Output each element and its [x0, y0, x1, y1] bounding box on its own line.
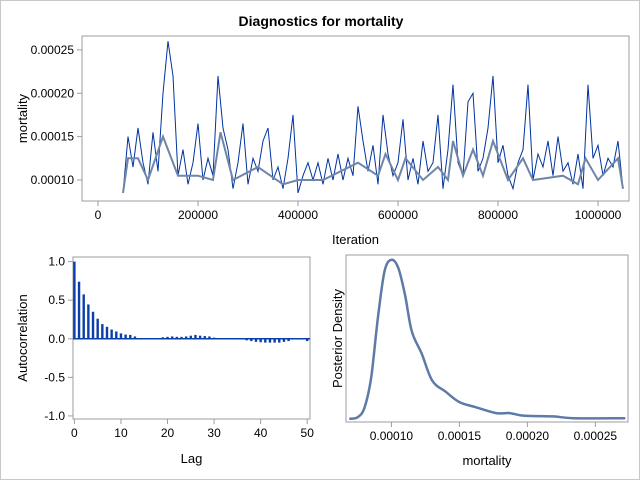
- x-tick-label: 20: [161, 426, 175, 440]
- x-tick-label: 200000: [178, 208, 218, 222]
- autocorrelation-panel: 0 10 20 30 40 50 1.0 0.5 0.0 -0.5 -1.0 Lag Autocorre…: [15, 255, 314, 466]
- smoothed-trace-line: [122, 132, 624, 194]
- acf-bar: [87, 304, 90, 339]
- acf-bar: [198, 335, 202, 339]
- x-axis-label: Iteration: [332, 232, 379, 247]
- acf-bar: [250, 338, 253, 342]
- y-tick-label: 0.00025: [31, 43, 75, 57]
- acf-bar: [77, 281, 81, 339]
- figure-title: Diagnostics for mortality: [239, 13, 404, 29]
- y-tick-label: 0.00020: [31, 86, 75, 100]
- x-tick-label: 0.00020: [506, 429, 550, 443]
- y-axis-label: mortality: [15, 93, 30, 143]
- acf-bar: [73, 261, 76, 339]
- acf-bar: [264, 338, 267, 343]
- y-tick-label: -0.5: [44, 370, 65, 384]
- acf-bar: [115, 331, 118, 339]
- acf-bar: [189, 335, 193, 339]
- x-axis-label: mortality: [462, 453, 512, 468]
- acf-bar: [208, 336, 211, 339]
- x-tick-label: 0.00025: [574, 429, 618, 443]
- acf-bar: [254, 338, 258, 342]
- acf-bar: [96, 318, 99, 339]
- plot-frame: [81, 35, 630, 202]
- acf-bar: [180, 336, 183, 339]
- acf-bar: [175, 336, 179, 339]
- acf-bar: [119, 333, 123, 339]
- x-tick-label: 0: [71, 426, 78, 440]
- x-tick-label: 50: [301, 426, 315, 440]
- y-tick-label: 0.5: [48, 293, 65, 307]
- y-tick-label: 0.00015: [31, 130, 75, 144]
- trace-panel: 0 200000 400000 600000 800000 1000000 0.00010 0…: [15, 35, 630, 247]
- acf-bar: [287, 338, 290, 342]
- acf-bar: [129, 334, 132, 339]
- x-tick-label: 0.00010: [370, 429, 414, 443]
- y-tick-label: 1.0: [48, 255, 65, 269]
- density-panel: 0.00010 0.00015 0.00020 0.00025 mortality Pos…: [330, 254, 629, 468]
- acf-bar: [170, 336, 174, 339]
- y-tick-label: 0.00010: [31, 173, 75, 187]
- acf-bar: [245, 338, 248, 341]
- plot-frame: [72, 256, 311, 420]
- y-tick-label: 0.0: [48, 332, 65, 346]
- trace-line: [122, 41, 624, 194]
- acf-bar: [278, 338, 281, 343]
- acf-bar: [273, 338, 276, 343]
- x-tick-label: 30: [207, 426, 221, 440]
- x-tick-label: 600000: [378, 208, 418, 222]
- acf-bar: [203, 336, 206, 339]
- acf-bar: [282, 338, 286, 342]
- x-axis-label: Lag: [181, 451, 203, 466]
- acf-bar: [268, 338, 272, 343]
- acf-bar: [91, 311, 95, 339]
- acf-bar: [124, 334, 127, 339]
- acf-bar: [101, 324, 104, 339]
- x-tick-label: 800000: [478, 208, 518, 222]
- x-tick-label: 1000000: [575, 208, 622, 222]
- acf-bar: [306, 338, 309, 342]
- x-tick-label: 0: [95, 208, 102, 222]
- acf-bar: [105, 326, 109, 339]
- acf-bar: [259, 338, 262, 343]
- acf-bar: [184, 336, 188, 339]
- x-tick-label: 0.00015: [438, 429, 482, 443]
- y-axis-label: Posterior Density: [330, 289, 345, 388]
- y-tick-label: -1.0: [44, 409, 65, 423]
- acf-bar: [161, 337, 165, 339]
- plot-frame: [345, 254, 629, 423]
- y-axis-label: Autocorrelation: [15, 294, 30, 381]
- x-tick-label: 40: [254, 426, 268, 440]
- x-tick-label: 400000: [278, 208, 318, 222]
- acf-bar: [110, 329, 113, 339]
- acf-bar: [82, 294, 85, 339]
- acf-bar: [133, 336, 137, 339]
- acf-bar: [194, 334, 197, 339]
- density-curve: [349, 258, 626, 421]
- acf-bar: [166, 336, 169, 339]
- x-tick-label: 10: [114, 426, 128, 440]
